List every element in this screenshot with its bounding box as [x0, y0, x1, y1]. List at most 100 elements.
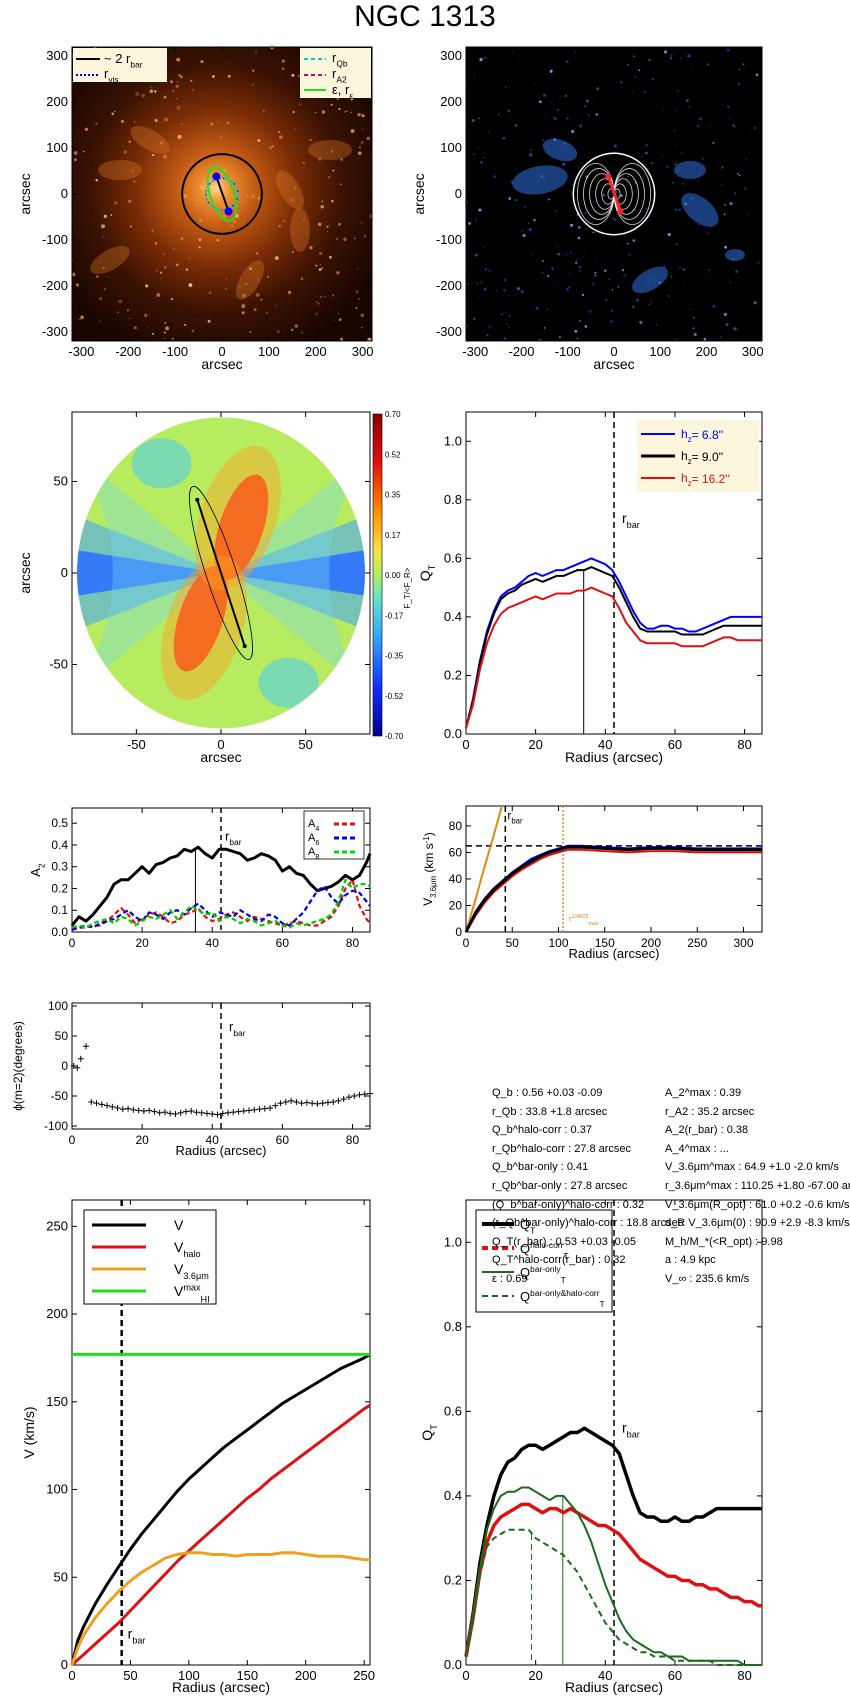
- star: [251, 54, 253, 56]
- star: [79, 318, 81, 321]
- y-tick-label: -100: [42, 232, 68, 247]
- table-row: r_Qb^bar-only : 27.8 arcsec: [492, 1179, 628, 1192]
- y-tick-label: 0.6: [444, 550, 462, 565]
- star: [216, 238, 220, 242]
- star: [241, 293, 246, 298]
- y-tick-label: 80: [449, 819, 463, 833]
- star: [568, 286, 571, 289]
- star: [246, 195, 248, 197]
- star: [579, 319, 582, 322]
- star: [118, 299, 123, 304]
- star: [650, 301, 652, 303]
- x-tick-label: 0: [217, 737, 224, 752]
- series-line: [71, 878, 371, 929]
- star: [508, 197, 512, 200]
- y-tick-label: 100: [46, 1482, 68, 1497]
- star: [629, 288, 631, 290]
- star: [192, 89, 194, 91]
- star: [722, 104, 723, 106]
- label-main: A: [308, 832, 316, 844]
- star: [266, 312, 268, 314]
- y-tick-label: -50: [49, 656, 68, 671]
- star: [681, 182, 684, 186]
- star: [226, 121, 230, 125]
- star: [350, 129, 355, 134]
- star: [523, 205, 527, 209]
- star: [503, 288, 507, 292]
- star: [595, 315, 597, 317]
- star: [278, 225, 281, 228]
- map-wedge: [77, 445, 221, 701]
- star: [471, 119, 475, 123]
- x-tick-label: 0: [462, 737, 469, 752]
- table-row: r_A2 : 35.2 arcsec: [665, 1105, 755, 1118]
- star: [592, 231, 594, 234]
- star: [534, 311, 536, 313]
- star: [528, 228, 532, 232]
- star: [604, 282, 606, 284]
- label-sub: max: [589, 921, 599, 927]
- star: [153, 90, 157, 93]
- star: [185, 268, 189, 271]
- star: [251, 194, 255, 199]
- x-tick-label: -100: [555, 344, 581, 359]
- star: [502, 136, 506, 140]
- rotation-curve-panel: 0 50 100 150 200 250 300 0 20 40 60 80 Radius (arcse…: [449, 805, 763, 961]
- star: [691, 68, 693, 70]
- star: [509, 315, 511, 317]
- legend-label: ~ 2 rbar: [104, 51, 143, 70]
- star: [225, 278, 228, 280]
- x-tick-label: -300: [68, 344, 94, 359]
- x-tick-label: 0: [218, 344, 225, 359]
- x-tick-label: -50: [127, 737, 146, 752]
- legend-box: [73, 48, 167, 82]
- star: [632, 90, 634, 92]
- star: [281, 59, 286, 63]
- star: [735, 327, 739, 331]
- label-main: r: [622, 510, 627, 526]
- x-tick-label: 0: [610, 344, 617, 359]
- star: [294, 324, 299, 329]
- star: [180, 122, 184, 126]
- star: [643, 91, 646, 93]
- label-main: A: [308, 846, 316, 858]
- star: [128, 199, 132, 203]
- star: [740, 313, 742, 315]
- parameter-table-right: A_2^max : 0.39 r_A2 : 35.2 arcsec A_2(r_ba…: [665, 1084, 850, 1289]
- star: [114, 110, 116, 113]
- table-row: A_2(r_bar) : 0.38: [665, 1124, 749, 1137]
- label-main: Q: [419, 1430, 435, 1441]
- y-tick-label: 0.5: [51, 816, 68, 830]
- qt-hz-panel: 0 20 40 60 80 0.0 0.2 0.4 0.6 0.8 1.0 Radius (arcse…: [444, 411, 763, 765]
- star: [588, 114, 590, 116]
- colorbar-tick-label: -0.35: [385, 652, 404, 661]
- qt-correction-panel: 0 20 40 60 80 0.0 0.2 0.4 0.6 0.8 1.0 Radius (arcse…: [444, 1199, 763, 1695]
- legend-label: ε, rε: [332, 82, 353, 101]
- star: [562, 162, 566, 166]
- rqb-circle: [205, 177, 239, 211]
- star: [748, 129, 750, 131]
- star: [508, 326, 511, 329]
- star: [545, 117, 547, 119]
- star: [721, 166, 724, 169]
- star: [645, 151, 648, 155]
- star: [745, 174, 747, 176]
- star: [257, 196, 261, 200]
- bar-end-dot: [195, 497, 200, 502]
- parameter-table-left: Q_b : 0.56 +0.03 -0.09 r_Qb : 33.8 +1.8 a…: [492, 1084, 683, 1289]
- star: [274, 305, 276, 307]
- y-tick-label: 0.2: [444, 1572, 462, 1587]
- clip-group: [466, 806, 503, 932]
- x-axis-label: Radius (arcsec): [565, 749, 663, 765]
- bar-end-dot: [605, 173, 612, 180]
- x-tick-label: 250: [353, 1668, 375, 1683]
- y-tick-label: 50: [55, 1029, 69, 1043]
- star: [536, 306, 539, 309]
- star: [176, 105, 181, 110]
- x-tick-label: 80: [346, 1133, 360, 1147]
- star: [331, 150, 333, 152]
- star: [755, 104, 757, 106]
- star: [698, 118, 699, 120]
- label-sub: bar: [229, 837, 241, 847]
- star: [738, 174, 741, 177]
